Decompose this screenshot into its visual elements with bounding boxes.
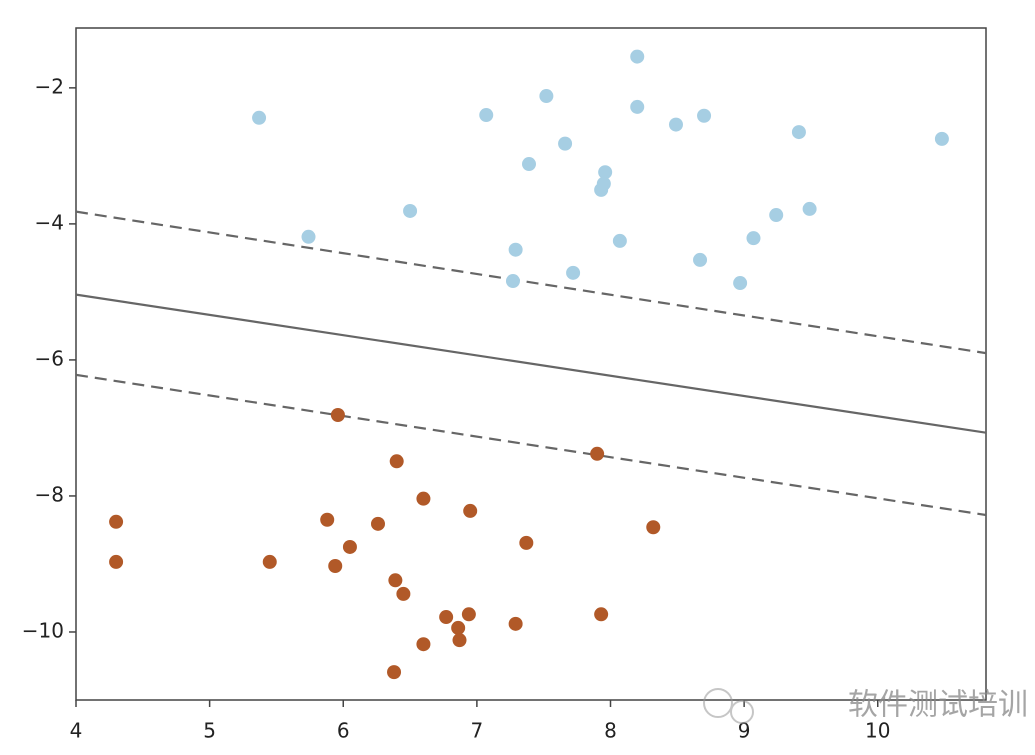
x-tick-label: 7	[471, 719, 484, 743]
point	[463, 503, 478, 518]
y-tick-label: −2	[35, 74, 64, 98]
point	[769, 208, 784, 223]
point	[590, 446, 605, 461]
point	[746, 231, 761, 246]
point	[479, 108, 494, 123]
y-tick-label: −8	[35, 482, 64, 506]
x-tick-label: 6	[337, 719, 350, 743]
point	[370, 516, 385, 531]
point	[558, 136, 573, 151]
point	[630, 99, 645, 114]
point	[646, 520, 661, 535]
point	[396, 586, 411, 601]
point	[733, 276, 748, 291]
point	[508, 242, 523, 257]
boundary-line	[76, 373, 986, 517]
watermark-bubble	[730, 700, 754, 724]
point	[252, 110, 267, 125]
point	[388, 573, 403, 588]
point	[109, 514, 124, 529]
point	[403, 203, 418, 218]
watermark-text: 软件测试培训	[848, 688, 1028, 723]
point	[389, 454, 404, 469]
x-tick-label: 9	[738, 719, 751, 743]
y-tick-label: −10	[22, 618, 64, 642]
x-tick-label: 8	[604, 719, 617, 743]
point	[451, 620, 466, 635]
point	[330, 408, 345, 423]
point	[109, 554, 124, 569]
point	[598, 165, 613, 180]
point	[508, 616, 523, 631]
watermark-icon	[703, 688, 754, 724]
point	[594, 607, 609, 622]
point	[791, 125, 806, 140]
point	[668, 117, 683, 132]
point	[802, 201, 817, 216]
boundary-line	[76, 210, 986, 355]
x-tick-label: 5	[203, 719, 216, 743]
point	[301, 229, 316, 244]
point	[934, 131, 949, 146]
point	[342, 539, 357, 554]
point	[594, 182, 609, 197]
y-tick-label: −4	[35, 210, 64, 234]
point	[693, 252, 708, 267]
point	[262, 554, 277, 569]
boundary-line	[76, 293, 986, 434]
point	[505, 274, 520, 289]
point	[416, 491, 431, 506]
point	[461, 607, 476, 622]
point	[439, 610, 454, 625]
x-tick-label: 4	[70, 719, 83, 743]
point	[387, 665, 402, 680]
point	[566, 265, 581, 280]
point	[697, 108, 712, 123]
y-tick-label: −6	[35, 346, 64, 370]
point	[416, 637, 431, 652]
watermark-bubble	[703, 688, 733, 718]
point	[630, 49, 645, 64]
point	[452, 633, 467, 648]
plot: 4 5 6 7 8 9 10 −2 −4 −6 −8 −10	[22, 27, 987, 743]
point	[519, 535, 534, 550]
point	[539, 89, 554, 104]
point	[521, 157, 536, 172]
point	[612, 233, 627, 248]
point	[328, 559, 343, 574]
x-tick-label: 10	[865, 719, 890, 743]
point	[320, 512, 335, 527]
